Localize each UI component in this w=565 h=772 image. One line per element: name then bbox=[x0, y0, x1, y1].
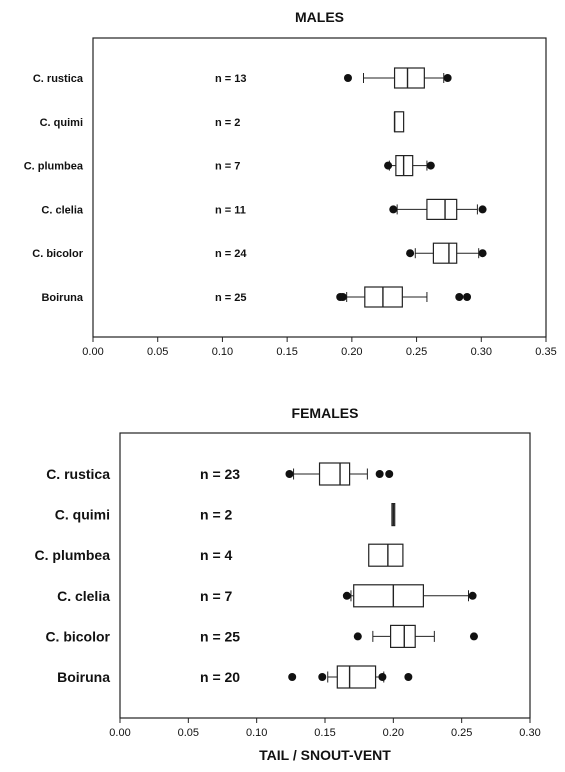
outlier-point bbox=[478, 249, 487, 258]
category-label: Boiruna bbox=[57, 669, 110, 685]
sample-size-label: n = 4 bbox=[200, 547, 233, 563]
box bbox=[336, 665, 377, 689]
sample-size-label: n = 11 bbox=[215, 204, 246, 216]
outlier-point bbox=[342, 591, 351, 600]
outlier-point bbox=[385, 470, 394, 478]
x-tick-label: 0.30 bbox=[471, 346, 492, 358]
outlier-point bbox=[406, 249, 415, 258]
category-label: C. clelia bbox=[57, 588, 110, 604]
outlier-point bbox=[443, 74, 452, 82]
x-tick-label: 0.25 bbox=[406, 346, 427, 358]
sample-size-label: n = 7 bbox=[215, 161, 240, 173]
x-tick-label: 0.25 bbox=[451, 727, 472, 739]
outlier-point bbox=[455, 293, 464, 301]
sample-size-label: n = 7 bbox=[200, 588, 233, 604]
box bbox=[393, 67, 425, 89]
sample-size-label: n = 23 bbox=[200, 466, 240, 482]
box bbox=[426, 198, 458, 220]
x-tick-label: 0.15 bbox=[276, 346, 297, 358]
outlier-point bbox=[353, 632, 362, 641]
category-label: C. bicolor bbox=[32, 248, 83, 260]
x-tick-label: 0.05 bbox=[147, 346, 168, 358]
sample-size-label: n = 25 bbox=[215, 292, 247, 304]
chart-title: MALES bbox=[295, 9, 344, 25]
outlier-point bbox=[318, 673, 327, 681]
category-label: Boiruna bbox=[41, 292, 83, 304]
x-tick-label: 0.00 bbox=[82, 346, 103, 358]
x-tick-label: 0.10 bbox=[246, 727, 267, 739]
outlier-point bbox=[463, 293, 472, 301]
outlier-point bbox=[478, 205, 487, 214]
outlier-point bbox=[378, 673, 387, 681]
box bbox=[368, 543, 404, 567]
outlier-point bbox=[468, 591, 477, 600]
outlier-point bbox=[338, 293, 347, 301]
sample-size-label: n = 13 bbox=[215, 73, 247, 85]
sample-size-label: n = 2 bbox=[215, 117, 240, 129]
x-tick-label: 0.20 bbox=[341, 346, 362, 358]
x-axis-label: TAIL / SNOUT-VENT bbox=[259, 747, 391, 763]
chart-title: FEMALES bbox=[292, 405, 359, 421]
box bbox=[318, 462, 351, 486]
outlier-point bbox=[389, 205, 398, 214]
sample-size-label: n = 25 bbox=[200, 628, 240, 644]
x-tick-label: 0.20 bbox=[383, 727, 404, 739]
category-label: C. plumbea bbox=[24, 161, 84, 173]
outlier-point bbox=[384, 161, 393, 170]
plot-frame bbox=[92, 37, 547, 338]
box bbox=[393, 111, 405, 133]
sample-size-label: n = 20 bbox=[200, 669, 240, 685]
category-label: C. bicolor bbox=[45, 628, 110, 644]
category-label: C. quimi bbox=[40, 117, 83, 129]
box bbox=[353, 584, 425, 608]
outlier-point bbox=[426, 161, 435, 170]
box bbox=[432, 242, 458, 264]
category-label: C. rustica bbox=[46, 466, 110, 482]
x-tick-label: 0.05 bbox=[178, 727, 199, 739]
sample-size-label: n = 2 bbox=[200, 507, 233, 523]
box bbox=[390, 624, 416, 649]
x-tick-label: 0.30 bbox=[519, 727, 540, 739]
sample-size-label: n = 24 bbox=[215, 248, 247, 260]
x-tick-label: 0.10 bbox=[212, 346, 233, 358]
outlier-point bbox=[288, 673, 297, 681]
category-label: C. rustica bbox=[33, 73, 84, 85]
category-label: C. quimi bbox=[55, 507, 110, 523]
x-tick-label: 0.00 bbox=[109, 727, 130, 739]
outlier-point bbox=[375, 470, 384, 478]
outlier-point bbox=[469, 632, 478, 641]
x-tick-label: 0.15 bbox=[314, 727, 335, 739]
category-label: C. clelia bbox=[41, 204, 83, 216]
x-tick-label: 0.35 bbox=[535, 346, 556, 358]
outlier-point bbox=[404, 673, 413, 681]
outlier-point bbox=[285, 470, 294, 478]
category-label: C. plumbea bbox=[35, 547, 111, 563]
outlier-point bbox=[343, 74, 352, 82]
